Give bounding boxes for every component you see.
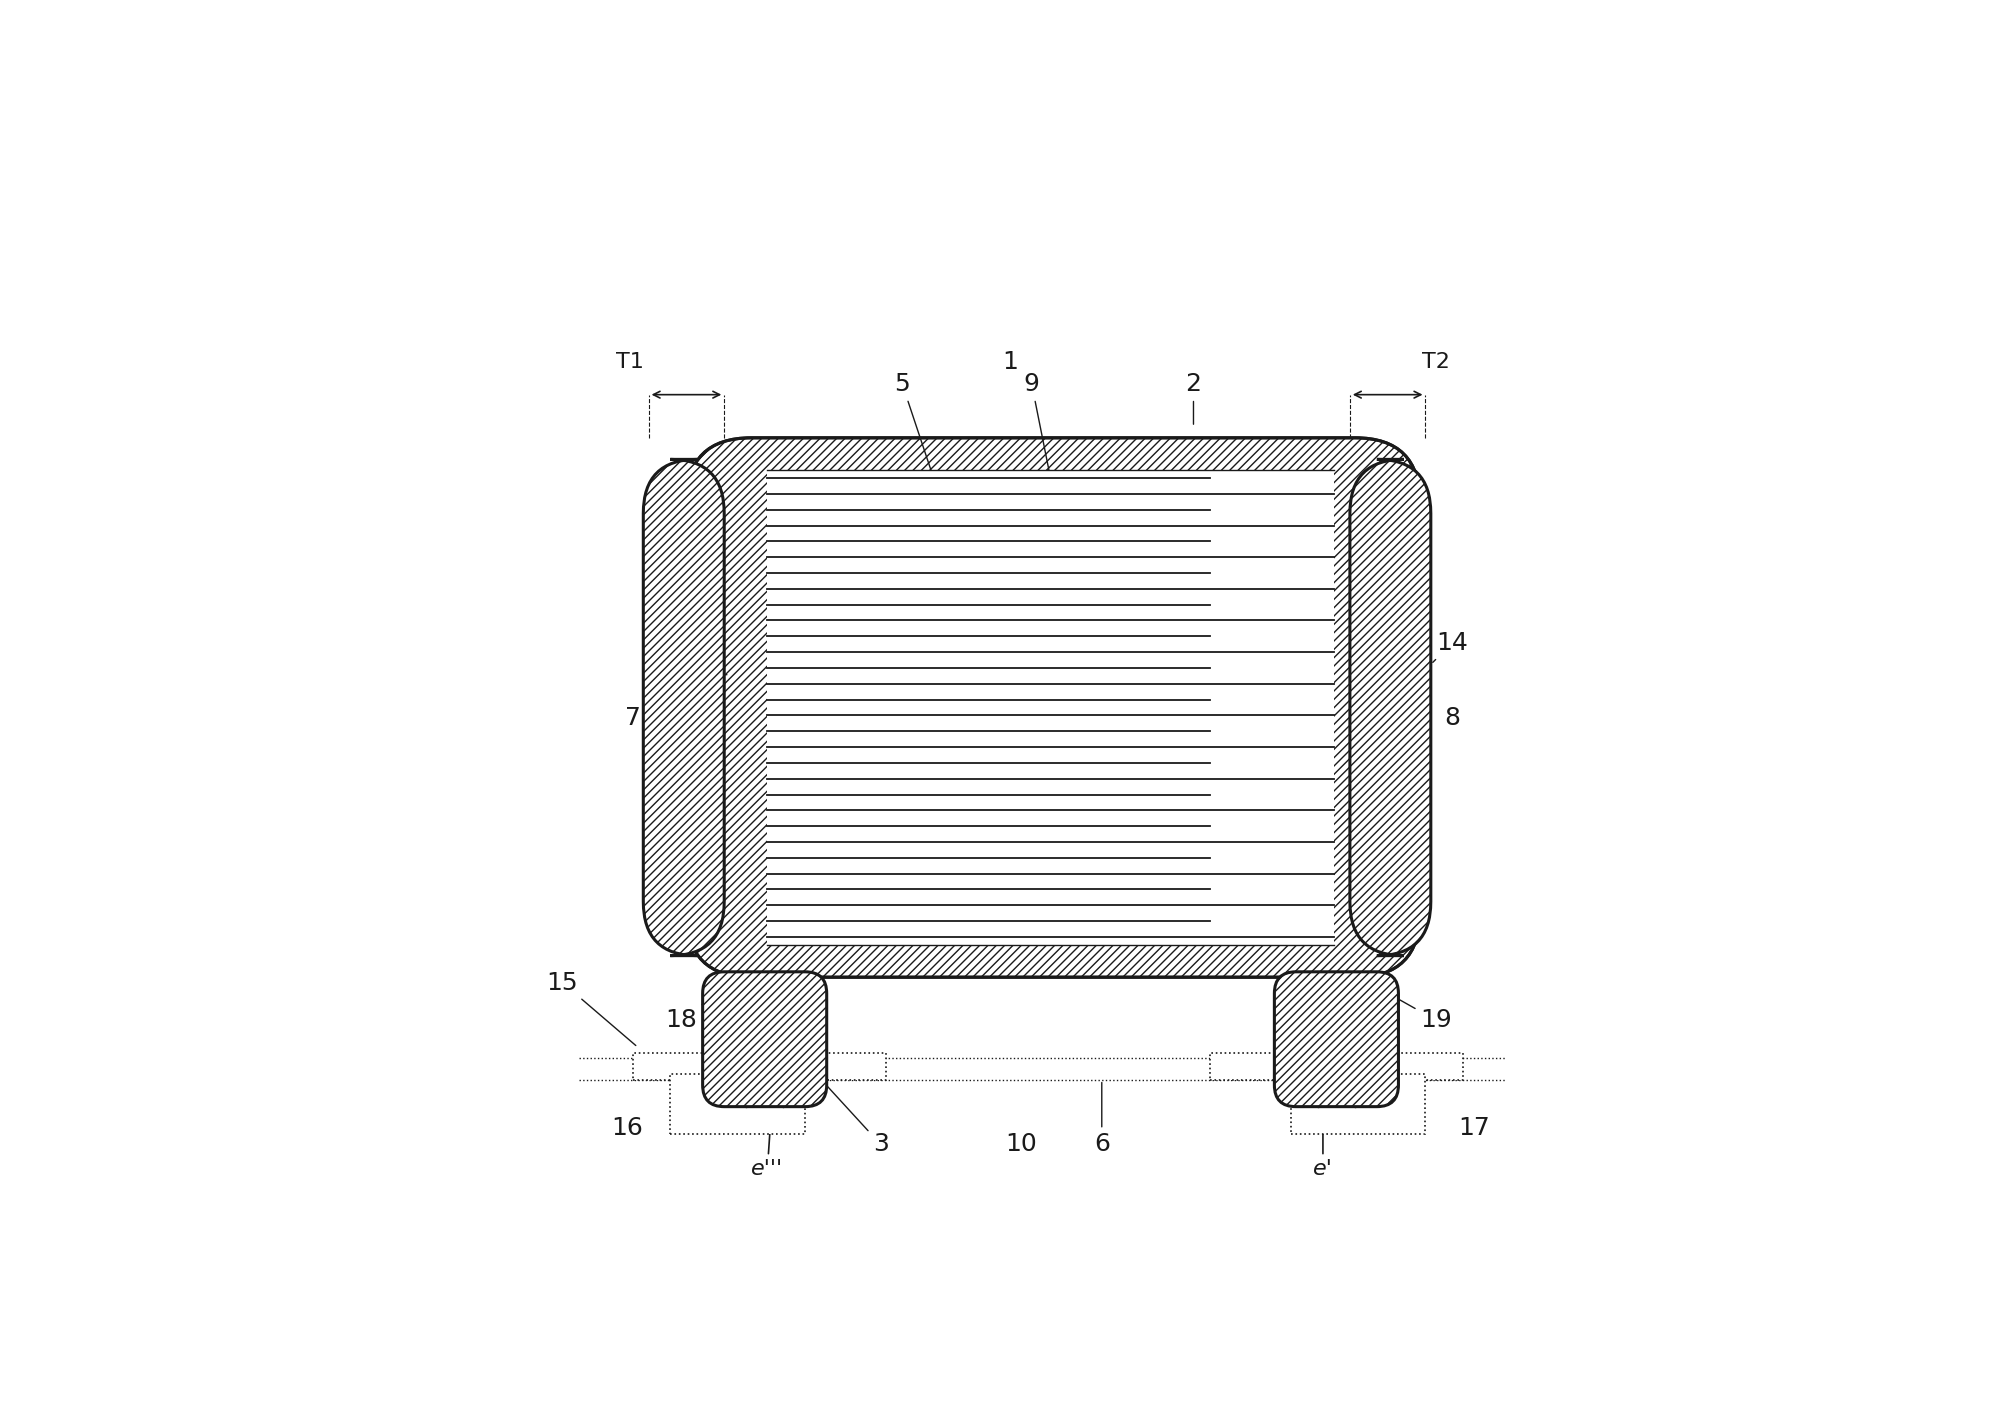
Text: 8: 8 [1445, 706, 1459, 730]
Text: 5: 5 [894, 371, 944, 511]
FancyBboxPatch shape [644, 460, 725, 955]
Bar [767, 471, 1335, 944]
Bar [670, 1075, 805, 1133]
FancyBboxPatch shape [1351, 460, 1431, 955]
Text: 7: 7 [624, 706, 640, 730]
Bar [632, 1052, 886, 1080]
Text: 14: 14 [1433, 630, 1467, 663]
Text: 9: 9 [1025, 371, 1053, 489]
Text: 17: 17 [1457, 1117, 1490, 1140]
Bar [1290, 1075, 1425, 1133]
Text: 3: 3 [823, 1082, 888, 1156]
Bar [767, 471, 1335, 944]
Text: 16: 16 [612, 1117, 642, 1140]
FancyBboxPatch shape [703, 972, 827, 1107]
Text: T2: T2 [1423, 352, 1449, 373]
Text: 1: 1 [1002, 350, 1019, 374]
Text: 13: 13 [644, 653, 727, 677]
Text: 18: 18 [664, 974, 743, 1033]
Text: 10: 10 [1004, 1132, 1037, 1156]
Text: e': e' [1312, 1096, 1333, 1180]
Bar [1210, 1052, 1463, 1080]
Text: 19: 19 [1353, 974, 1451, 1033]
Text: T1: T1 [616, 352, 644, 373]
Text: 15: 15 [548, 971, 636, 1045]
Text: 2: 2 [1186, 371, 1202, 425]
FancyBboxPatch shape [1274, 972, 1399, 1107]
Text: 6: 6 [1093, 1083, 1109, 1156]
FancyBboxPatch shape [686, 437, 1419, 978]
Text: e''': e''' [751, 1096, 783, 1180]
